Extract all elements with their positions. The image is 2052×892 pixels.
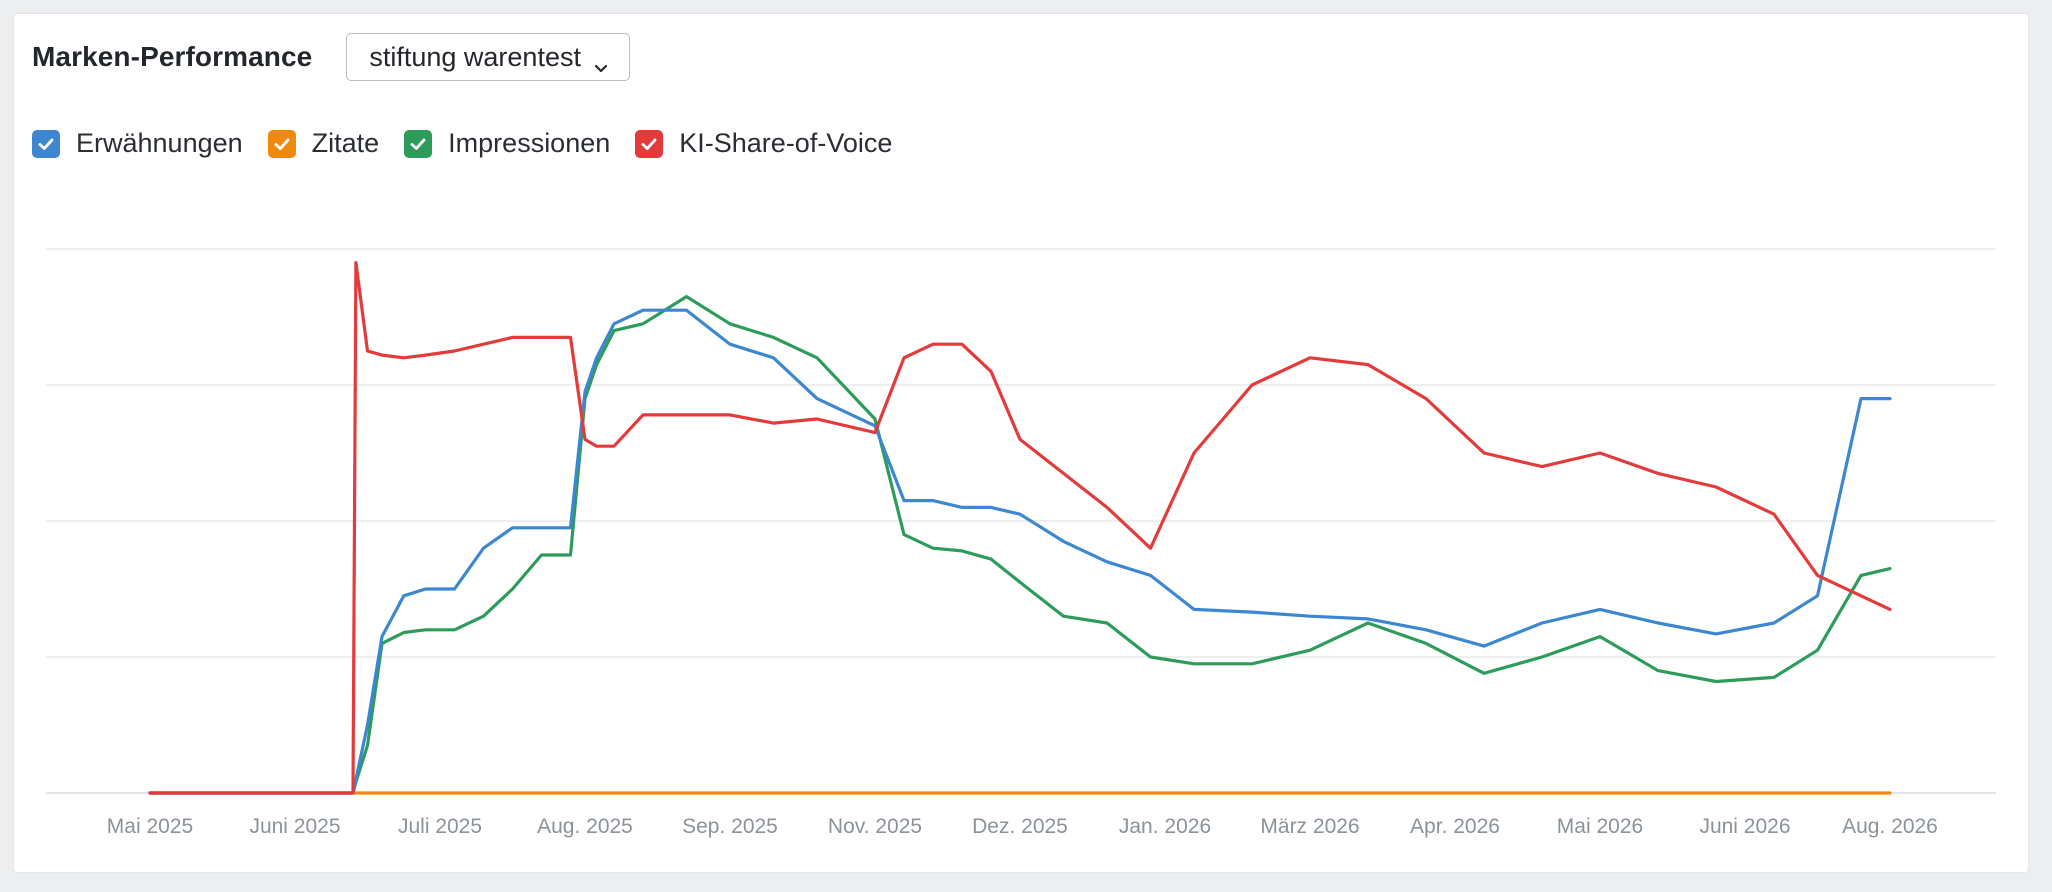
brand-performance-card	[14, 14, 2028, 872]
chart-legend: Erwähnungen Zitate Impressionen KI-Share…	[32, 128, 917, 159]
x-tick-label: Jan. 2026	[1119, 815, 1211, 838]
checkbox-erwaehnungen[interactable]	[32, 129, 60, 158]
checkbox-zitate[interactable]	[267, 129, 296, 158]
legend-label-ki-share-of-voice: KI-Share-of-Voice	[679, 128, 893, 158]
x-tick-label: Juli 2025	[398, 815, 482, 838]
x-tick-label: Aug. 2025	[537, 815, 633, 838]
series-line-ki-share-of-voice	[148, 261, 1892, 795]
series-line-erw-hnungen	[148, 308, 1892, 795]
chevron-down-icon	[593, 51, 609, 73]
x-tick-label: März 2026	[1260, 815, 1359, 838]
x-tick-label: Mai 2025	[107, 815, 193, 838]
x-tick-label: Dez. 2025	[972, 815, 1068, 838]
x-tick-label: Aug. 2026	[1842, 815, 1938, 838]
brand-select-dropdown[interactable]: stiftung warentest	[346, 33, 630, 81]
checkbox-impressionen[interactable]	[404, 129, 433, 158]
x-tick-label: Sep. 2025	[682, 815, 778, 838]
legend-label-impressionen: Impressionen	[448, 128, 611, 158]
checkmark-icon	[641, 138, 657, 150]
x-tick-label: Mai 2026	[1557, 815, 1643, 838]
brand-select-value: stiftung warentest	[369, 41, 581, 72]
checkmark-icon	[410, 138, 426, 150]
card-title: Marken-Performance	[32, 41, 313, 72]
x-tick-label: Juni 2025	[249, 815, 340, 838]
x-tick-label: Nov. 2025	[828, 815, 922, 838]
checkmark-icon	[274, 138, 290, 150]
x-tick-label: Juni 2026	[1699, 815, 1790, 838]
x-tick-label: Apr. 2026	[1410, 815, 1500, 838]
legend-item-impressionen[interactable]: Impressionen	[404, 128, 610, 159]
legend-label-erwaehnungen: Erwähnungen	[76, 128, 243, 158]
checkmark-icon	[38, 138, 54, 150]
legend-item-ki-share-of-voice[interactable]: KI-Share-of-Voice	[635, 128, 892, 159]
series-line-impressionen	[148, 295, 1892, 795]
card-header: Marken-Performance stiftung warentest	[32, 32, 630, 82]
legend-item-zitate[interactable]: Zitate	[267, 128, 380, 159]
legend-label-zitate: Zitate	[311, 128, 380, 158]
legend-item-erwaehnungen[interactable]: Erwähnungen	[32, 128, 243, 159]
checkbox-ki-share-of-voice[interactable]	[635, 129, 664, 158]
